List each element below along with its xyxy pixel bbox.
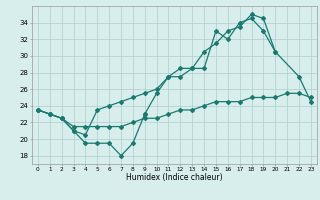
X-axis label: Humidex (Indice chaleur): Humidex (Indice chaleur)	[126, 173, 223, 182]
